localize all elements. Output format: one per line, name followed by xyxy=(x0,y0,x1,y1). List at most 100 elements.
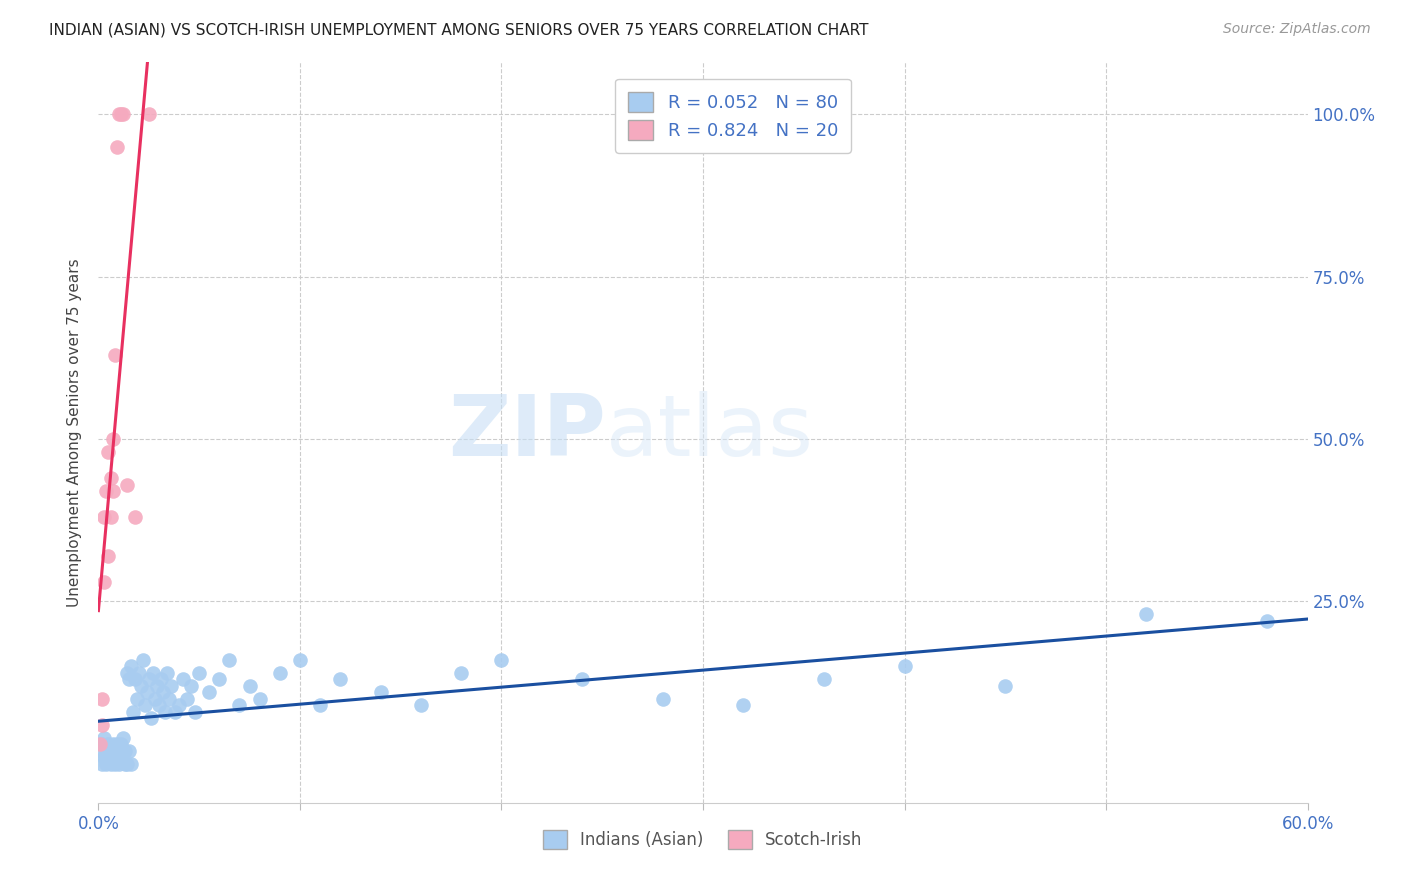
Point xyxy=(89,737,111,751)
Point xyxy=(97,750,120,764)
Text: atlas: atlas xyxy=(606,391,814,475)
Point xyxy=(101,484,124,499)
Point xyxy=(103,744,125,758)
Point xyxy=(100,510,122,524)
Point xyxy=(491,653,513,667)
Point xyxy=(1256,614,1278,628)
Point xyxy=(228,698,250,713)
Point xyxy=(93,574,115,589)
Point xyxy=(111,107,134,121)
Point xyxy=(309,698,332,713)
Point xyxy=(188,665,211,680)
Point xyxy=(103,348,125,362)
Point xyxy=(167,698,190,713)
Point xyxy=(208,673,231,687)
Point xyxy=(96,484,118,499)
Point xyxy=(121,705,143,719)
Point xyxy=(651,692,673,706)
Point xyxy=(110,107,132,121)
Point xyxy=(107,756,129,771)
Point xyxy=(198,685,221,699)
Point xyxy=(370,685,392,699)
Point xyxy=(91,737,114,751)
Point xyxy=(138,673,160,687)
Point xyxy=(156,665,179,680)
Point xyxy=(114,756,136,771)
Point xyxy=(100,471,122,485)
Point xyxy=(101,737,124,751)
Point xyxy=(101,750,124,764)
Point xyxy=(120,756,142,771)
Point xyxy=(132,653,155,667)
Point xyxy=(139,711,162,725)
Point xyxy=(118,673,141,687)
Point xyxy=(93,750,115,764)
Point xyxy=(125,692,148,706)
Point xyxy=(135,685,157,699)
Point xyxy=(134,698,156,713)
Point xyxy=(733,698,755,713)
Point xyxy=(124,673,146,687)
Point xyxy=(107,107,129,121)
Point xyxy=(329,673,352,687)
Text: INDIAN (ASIAN) VS SCOTCH-IRISH UNEMPLOYMENT AMONG SENIORS OVER 75 YEARS CORRELAT: INDIAN (ASIAN) VS SCOTCH-IRISH UNEMPLOYM… xyxy=(49,22,869,37)
Point xyxy=(249,692,271,706)
Point xyxy=(138,107,160,121)
Point xyxy=(994,679,1017,693)
Point xyxy=(97,549,120,563)
Point xyxy=(1135,607,1157,622)
Point xyxy=(107,744,129,758)
Point xyxy=(239,679,262,693)
Point xyxy=(97,445,120,459)
Point xyxy=(149,673,172,687)
Point xyxy=(111,731,134,745)
Point xyxy=(93,731,115,745)
Point xyxy=(103,756,125,771)
Point xyxy=(172,673,194,687)
Point xyxy=(115,665,138,680)
Point xyxy=(128,665,150,680)
Point xyxy=(114,744,136,758)
Point xyxy=(91,692,114,706)
Legend: Indians (Asian), Scotch-Irish: Indians (Asian), Scotch-Irish xyxy=(531,819,875,861)
Point xyxy=(160,679,183,693)
Point xyxy=(176,692,198,706)
Point xyxy=(97,737,120,751)
Point xyxy=(571,673,593,687)
Point xyxy=(120,659,142,673)
Point xyxy=(111,744,134,758)
Point xyxy=(110,737,132,751)
Point xyxy=(91,756,114,771)
Point xyxy=(148,698,170,713)
Point xyxy=(91,718,114,732)
Point xyxy=(813,673,835,687)
Point xyxy=(409,698,432,713)
Point xyxy=(450,665,472,680)
Point xyxy=(152,685,174,699)
Point xyxy=(129,679,152,693)
Point xyxy=(893,659,915,673)
Point xyxy=(163,705,186,719)
Point xyxy=(105,737,128,751)
Point xyxy=(143,692,166,706)
Text: Source: ZipAtlas.com: Source: ZipAtlas.com xyxy=(1223,22,1371,37)
Point xyxy=(124,510,146,524)
Text: ZIP: ZIP xyxy=(449,391,606,475)
Point xyxy=(101,432,124,446)
Point xyxy=(93,510,115,524)
Point xyxy=(146,679,169,693)
Point xyxy=(218,653,240,667)
Point xyxy=(105,140,128,154)
Point xyxy=(269,665,291,680)
Point xyxy=(115,756,138,771)
Point xyxy=(142,665,165,680)
Point xyxy=(153,705,176,719)
Point xyxy=(180,679,202,693)
Point xyxy=(96,744,118,758)
Point xyxy=(96,756,118,771)
Point xyxy=(100,756,122,771)
Point xyxy=(105,750,128,764)
Point xyxy=(89,744,111,758)
Point xyxy=(100,744,122,758)
Point xyxy=(118,744,141,758)
